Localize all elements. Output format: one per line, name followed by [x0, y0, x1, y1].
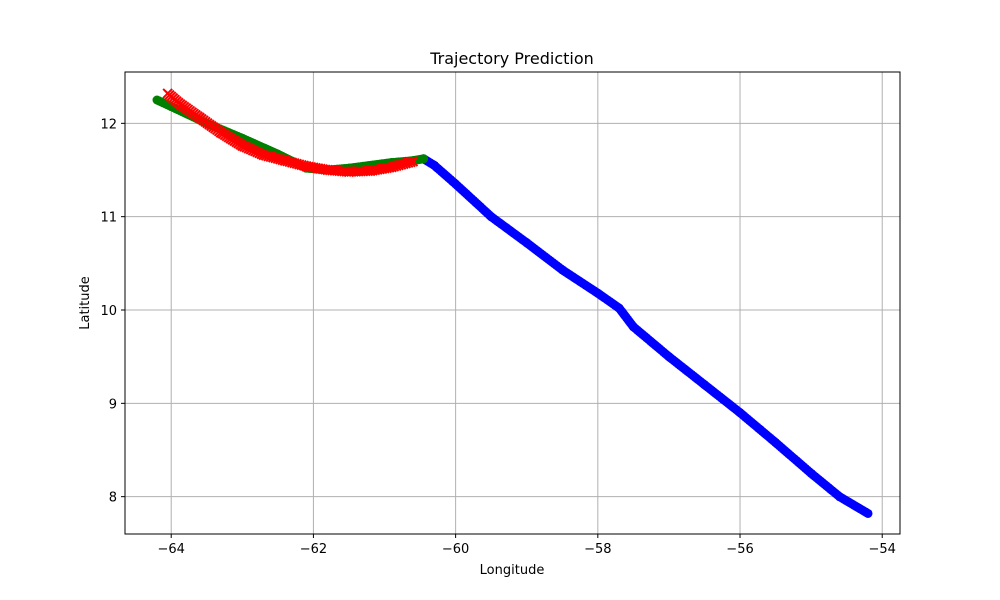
- x-tick-label: −56: [726, 542, 753, 557]
- data-point: [419, 154, 429, 164]
- y-tick-label: 12: [100, 117, 117, 132]
- y-axis-label: Latitude: [78, 276, 93, 330]
- grid: [125, 72, 900, 534]
- y-tick-label: 11: [100, 211, 117, 226]
- x-axis-label: Longitude: [480, 563, 545, 578]
- data-point: [863, 508, 873, 518]
- data-point: [407, 156, 419, 167]
- y-tick-label: 8: [109, 491, 117, 506]
- x-tick-label: −58: [584, 542, 611, 557]
- data-point: [405, 157, 416, 168]
- ticks: −64 −62 −60 −58 −56 −54 8 9 10 11 12: [100, 117, 895, 557]
- chart-title: Trajectory Prediction: [429, 49, 594, 68]
- series-0: [419, 154, 873, 518]
- x-tick-label: −64: [157, 542, 184, 557]
- y-tick-label: 10: [100, 304, 117, 319]
- x-tick-label: −60: [442, 542, 469, 557]
- y-tick-label: 9: [109, 397, 117, 412]
- axes-frame: [124, 71, 901, 535]
- x-tick-label: −54: [869, 542, 896, 557]
- series-2: [162, 88, 419, 178]
- plot-area: [152, 88, 873, 518]
- x-tick-label: −62: [300, 542, 327, 557]
